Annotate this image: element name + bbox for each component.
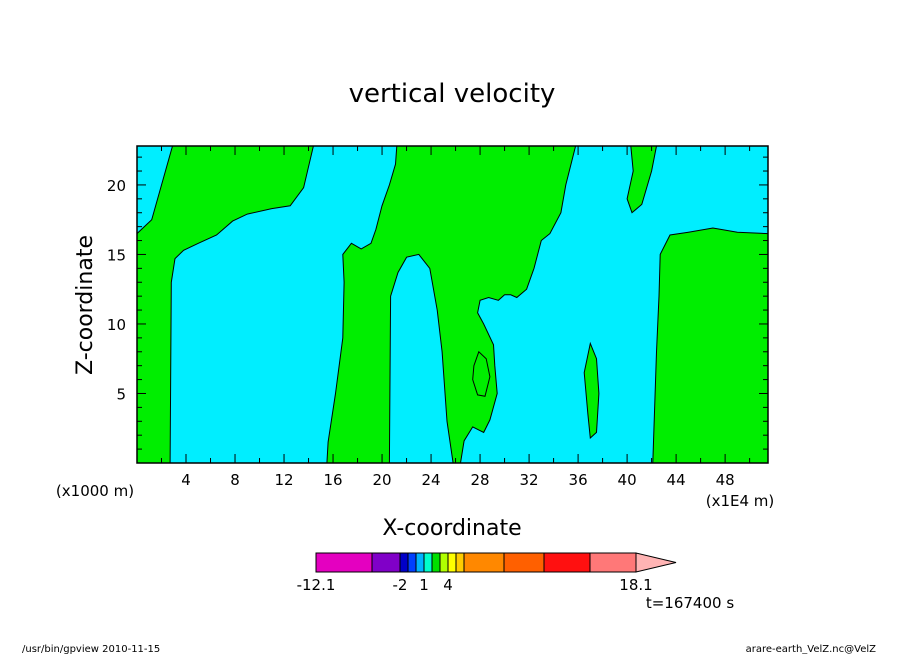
- colorbar-segment: [543, 552, 591, 573]
- colorbar-labels: -12.1 -2 1 4 18.1: [297, 576, 653, 594]
- chart-title: vertical velocity: [349, 79, 556, 109]
- positive-region-3: [472, 350, 491, 397]
- colorbar-label: -2: [393, 576, 408, 594]
- x-tick-label: 44: [667, 471, 686, 489]
- y-tick-label: 15: [107, 246, 126, 264]
- colorbar-segment: [447, 552, 457, 573]
- x-tick-label: 40: [618, 471, 637, 489]
- x-tick-label: 20: [373, 471, 392, 489]
- x-tick-label: 32: [520, 471, 539, 489]
- positive-region-5: [626, 146, 658, 214]
- y-tick-label: 5: [116, 385, 126, 403]
- time-label: t=167400 s: [646, 594, 734, 612]
- x-tick-label: 24: [422, 471, 441, 489]
- x-unit-right: (x1E4 m): [706, 492, 775, 510]
- colorbar-segment: [399, 552, 409, 573]
- x-tick-label: 16: [323, 471, 342, 489]
- colorbar-arrow: [635, 552, 677, 573]
- positive-region-2: [326, 146, 577, 463]
- x-axis-label: X-coordinate: [382, 516, 521, 541]
- colorbar-segment: [431, 552, 441, 573]
- colorbar-label: 1: [419, 576, 429, 594]
- plot-area: [136, 145, 769, 464]
- colorbar-segment: [315, 552, 373, 573]
- positive-region-4: [583, 341, 600, 440]
- x-tick-label: 4: [181, 471, 191, 489]
- x-tick-label: 36: [569, 471, 588, 489]
- x-tick-label: 28: [471, 471, 490, 489]
- colorbar-segment: [503, 552, 545, 573]
- y-axis-label: Z-coordinate: [73, 235, 98, 375]
- y-tick-label: 10: [107, 316, 126, 334]
- positive-region-6: [652, 227, 768, 463]
- colorbar-label: 4: [443, 576, 453, 594]
- colorbar-segment: [455, 552, 465, 573]
- x-tick-label: 12: [274, 471, 293, 489]
- x-tick-label: 48: [716, 471, 735, 489]
- plot-frame: [136, 145, 769, 464]
- colorbar-segment: [423, 552, 433, 573]
- colorbar-segment: [407, 552, 417, 573]
- colorbar-segment: [415, 552, 425, 573]
- y-axis: 5 10 15 20: [107, 156, 768, 450]
- x-tick-label: 8: [230, 471, 240, 489]
- colorbar-segment: [439, 552, 449, 573]
- colorbar-label: -12.1: [297, 576, 336, 594]
- colorbar-segment: [463, 552, 505, 573]
- colorbar-segment: [589, 552, 637, 573]
- y-tick-label: 20: [107, 177, 126, 195]
- x-unit-left: (x1000 m): [56, 482, 134, 500]
- footer-right: arare-earth_VelZ.nc@VelZ: [746, 644, 877, 654]
- x-axis: 4 8 12 16 20 24 28 32 36 40 44 48: [161, 146, 751, 489]
- positive-regions: [137, 146, 768, 463]
- positive-region-1: [137, 146, 314, 463]
- colorbar-segment: [371, 552, 401, 573]
- footer-left: /usr/bin/gpview 2010-11-15: [22, 644, 160, 654]
- colorbar: [315, 552, 677, 573]
- colorbar-label: 18.1: [619, 576, 652, 594]
